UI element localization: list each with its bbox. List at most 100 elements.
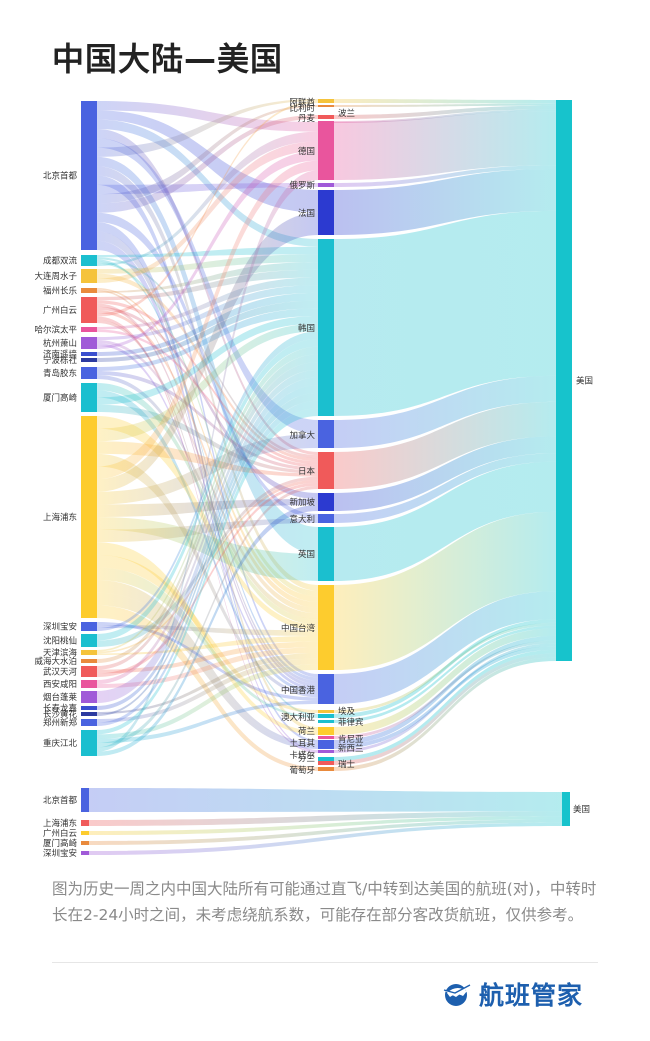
transfer-node xyxy=(318,122,334,180)
flow-link xyxy=(97,404,318,474)
transfer-node xyxy=(318,190,334,235)
flow-link xyxy=(97,605,318,771)
origin-label: 福州长乐 xyxy=(43,286,78,297)
flow-link xyxy=(89,788,562,812)
flow-link xyxy=(97,554,318,713)
flow-link xyxy=(334,103,556,107)
origin-node xyxy=(81,327,97,332)
transfer-node xyxy=(318,727,334,735)
brand-name: 航班管家 xyxy=(479,981,584,1010)
origin-label: 威海大水泊 xyxy=(34,656,77,667)
brand-logo: 航班管家 xyxy=(441,976,583,1012)
origin-label: 大连周水子 xyxy=(34,271,77,282)
flow-link xyxy=(97,160,318,480)
transfer-label: 丹麦 xyxy=(298,113,316,124)
transfer-node xyxy=(318,239,334,416)
origin-node xyxy=(81,851,89,855)
origin-node xyxy=(81,659,97,663)
origin-node xyxy=(81,383,97,412)
labels-layer: 北京首都成都双流大连周水子福州长乐广州白云哈尔滨太平杭州萧山济南遥墙宁波栎社青岛… xyxy=(34,97,593,776)
flow-link xyxy=(97,105,318,204)
origin-node xyxy=(81,831,89,835)
origin-label: 成都双流 xyxy=(43,256,78,267)
origin-node xyxy=(81,706,97,710)
flow-link xyxy=(97,377,318,703)
transfer-label: 埃及 xyxy=(338,706,356,717)
flow-link xyxy=(97,653,318,714)
origin-label: 烟台蓬莱 xyxy=(43,692,78,703)
origin-label: 北京首都 xyxy=(43,171,78,182)
transfer-label: 澳大利亚 xyxy=(281,712,316,723)
flow-link xyxy=(97,285,318,340)
flow-link xyxy=(97,392,318,716)
flow-link xyxy=(334,640,556,739)
flow-link xyxy=(97,453,318,698)
transfer-node xyxy=(318,183,334,187)
origin-node xyxy=(81,337,97,349)
flow-link xyxy=(97,99,318,157)
flow-link xyxy=(97,170,318,752)
flow-link xyxy=(97,622,318,701)
transfer-node xyxy=(318,527,334,581)
page-title: 中国大陆—美国 xyxy=(52,40,284,78)
transfer-node xyxy=(318,99,334,103)
origin-node xyxy=(81,730,97,756)
flow-link xyxy=(97,369,318,684)
flow-link xyxy=(97,371,318,471)
origin-node xyxy=(81,841,89,845)
flow-link xyxy=(334,453,556,523)
flow-link xyxy=(97,416,318,631)
origin-node xyxy=(81,288,97,293)
flow-link xyxy=(334,591,556,704)
flow-link xyxy=(97,151,318,349)
origin-node xyxy=(81,358,97,362)
flow-link xyxy=(97,658,318,723)
transfer-label: 新西兰 xyxy=(338,743,364,754)
flow-link xyxy=(97,262,318,293)
origin-label: 哈尔滨太平 xyxy=(34,325,77,336)
flow-link xyxy=(334,105,556,119)
origin-label: 济南遥墙 xyxy=(43,349,78,360)
transfer-label: 俄罗斯 xyxy=(289,180,315,191)
origin-label: 上海浦东 xyxy=(43,818,77,829)
origin-node xyxy=(81,820,89,826)
origin-node xyxy=(81,680,97,688)
flow-link xyxy=(97,306,318,499)
flow-link xyxy=(334,436,556,511)
flow-link xyxy=(97,641,318,674)
flow-link xyxy=(89,822,562,855)
flow-link xyxy=(97,261,318,597)
flow-link xyxy=(334,401,556,489)
flow-link xyxy=(97,273,318,462)
origin-node xyxy=(81,712,97,716)
destination-label: 美国 xyxy=(573,804,590,815)
origin-label: 西安咸阳 xyxy=(43,679,77,690)
flow-link xyxy=(334,511,556,670)
origin-node xyxy=(81,634,97,647)
transfer-label: 德国 xyxy=(298,146,315,157)
flow-link xyxy=(97,141,318,283)
plane-globe-icon xyxy=(443,984,471,1006)
transfer-label: 中国台湾 xyxy=(281,623,316,634)
origin-label: 广州白云 xyxy=(43,305,78,316)
transfer-node xyxy=(318,720,334,723)
transfer-label: 加拿大 xyxy=(289,430,315,441)
transfer-label: 肯尼亚 xyxy=(338,734,364,745)
origin-label: 沈阳桃仙 xyxy=(43,636,77,647)
nonstop-nodes-layer xyxy=(81,788,570,855)
flow-link xyxy=(97,700,318,743)
transfer-node xyxy=(318,105,334,107)
flow-link xyxy=(97,485,318,748)
flow-link xyxy=(89,816,562,835)
flow-link xyxy=(97,434,318,505)
transfer-node xyxy=(318,452,334,489)
origin-node xyxy=(81,788,89,812)
transfer-node xyxy=(318,585,334,670)
flow-link xyxy=(97,300,318,362)
flow-link xyxy=(334,646,556,749)
flow-link xyxy=(97,119,318,247)
flow-link xyxy=(97,339,318,641)
flow-link xyxy=(334,628,556,735)
transfer-label: 阿联酋 xyxy=(289,97,315,108)
origin-node xyxy=(81,719,97,726)
